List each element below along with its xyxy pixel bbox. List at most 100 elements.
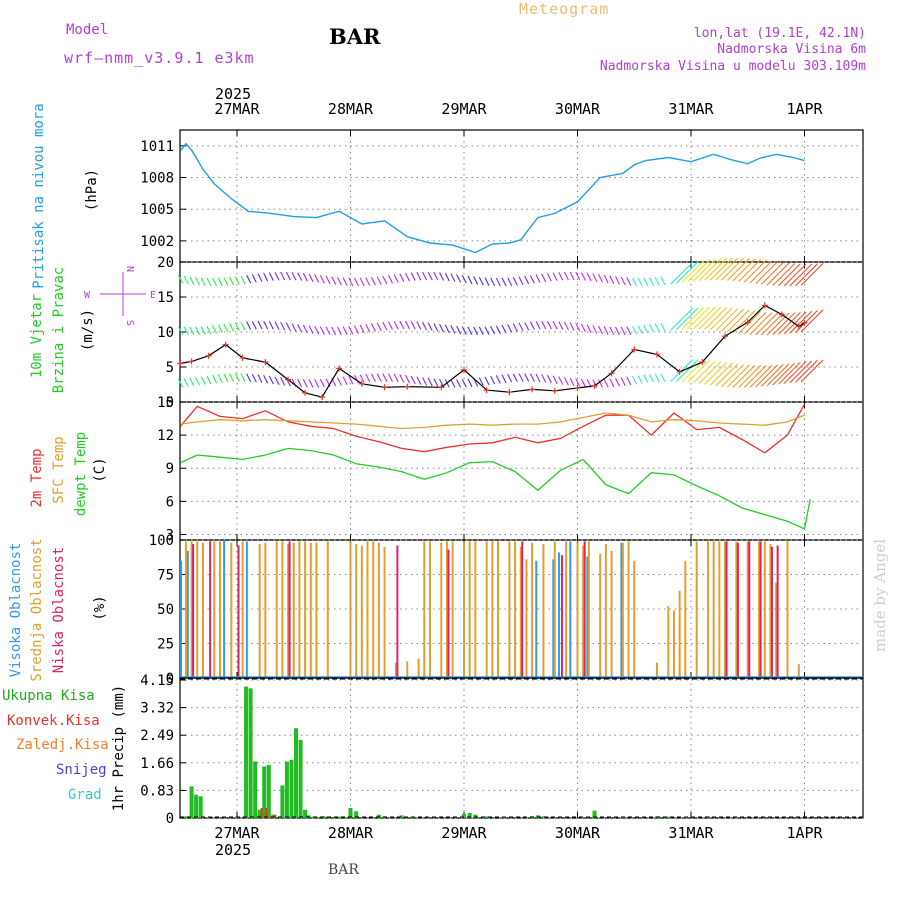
wind-arrow [268, 375, 274, 385]
wind-arrow [280, 321, 286, 331]
y-tick-label: 25 [157, 637, 174, 653]
wind-arrow [484, 376, 490, 386]
wind-arrow [348, 325, 354, 335]
wind-arrow [698, 306, 722, 330]
wind-arrow [234, 373, 240, 382]
compass-w: W [84, 290, 91, 301]
wind-arrow [789, 310, 813, 334]
wind-arrow [422, 321, 428, 331]
wind-arrow [410, 272, 416, 281]
wind-arrow [410, 375, 416, 385]
wind-arrow [285, 322, 291, 331]
wind-arrow [388, 274, 393, 284]
wind-arrow [325, 326, 331, 336]
wind-arrow [302, 272, 308, 282]
precip-total-bar [354, 811, 359, 818]
y-tick-label: 9 [166, 461, 174, 477]
wind-gust-marker [188, 358, 195, 365]
wind-arrow [709, 362, 733, 386]
wind-arrow [620, 276, 626, 286]
wind-arrow [302, 379, 308, 388]
wind-arrow [675, 359, 699, 383]
watermark: made by Angel [871, 539, 889, 652]
wind-gust-marker [205, 352, 212, 359]
wind-arrow [749, 364, 773, 388]
wind-arrow [535, 274, 541, 283]
pressure-panel: 1002 1005 1008 1011 [140, 129, 864, 263]
temp-title-sfc: SFC Temp [51, 436, 67, 503]
wind-arrow [649, 277, 655, 286]
wind-arrow [268, 320, 274, 330]
wind-arrow [512, 277, 518, 286]
meteogram-title: Meteogram [519, 0, 609, 18]
wind-arrow [308, 325, 314, 334]
precip-panel: 0 0.83 1.66 2.49 3.32 4.15 [140, 673, 864, 827]
wind-arrow [240, 373, 246, 382]
wind-arrow [246, 373, 252, 382]
y-tick-label: 0.83 [140, 783, 174, 799]
pressure-ylabel: (hPa) [84, 169, 100, 211]
wind-arrow [632, 326, 638, 335]
precip-total-bar [376, 814, 381, 818]
wind-arrow [478, 276, 484, 286]
wind-arrow [478, 377, 484, 386]
elev-label: Nadmorska Visina 6m [717, 42, 866, 57]
wind-gust-marker [722, 333, 729, 340]
wind-gust-marker [761, 302, 768, 309]
wind-arrow [698, 361, 722, 385]
wind-arrow [388, 321, 393, 330]
bottom-date-label: 29MAR [441, 824, 487, 842]
wind-arrow [709, 307, 733, 331]
wind-arrow [660, 373, 666, 382]
wind-arrow [501, 324, 507, 334]
wind-arrow [563, 271, 569, 281]
wind-arrow [456, 325, 462, 335]
cloud-title-mid: Srednja Oblacnost [29, 538, 45, 681]
wind-arrow [274, 376, 280, 385]
temp-sfc-line [180, 412, 805, 430]
precip-total-bar [198, 796, 203, 818]
precip-conv-bar [260, 808, 263, 818]
wind-arrow [342, 376, 348, 385]
wind-arrow [461, 274, 467, 284]
wind-arrow [755, 364, 779, 388]
wind-arrow [615, 326, 620, 336]
wind-gust-marker [285, 376, 292, 383]
cloud-title-low: Niska Oblacnost [51, 547, 67, 673]
top-year-label: 2025 [215, 85, 251, 103]
wind-arrow [660, 322, 666, 332]
wind-arrow [738, 259, 762, 282]
wind-arrow [376, 322, 382, 332]
precip-legend-snow: Snijeg [56, 762, 107, 778]
wind-arrow [257, 374, 263, 383]
wind-arrow [291, 323, 297, 332]
wind-arrow [410, 320, 416, 330]
wind-arrow [670, 307, 693, 331]
y-tick-label: 15 [157, 290, 174, 306]
y-tick-label: 2.49 [140, 728, 174, 744]
wind-title: 10m Vjetar [29, 294, 45, 378]
wind-arrow [795, 263, 818, 287]
wind-arrow [336, 326, 342, 336]
wind-arrow [206, 375, 212, 385]
wind-gust-marker [591, 382, 598, 389]
wind-arrow [433, 271, 439, 281]
wind-arrow [609, 326, 615, 336]
wind-arrow [698, 258, 722, 282]
wind-gust-marker [483, 387, 490, 394]
wind-arrow [229, 323, 235, 332]
bottom-year-label: 2025 [215, 841, 251, 859]
wind-arrow [217, 277, 223, 287]
wind-arrow [251, 274, 257, 283]
temp-ylabel: (C) [92, 457, 108, 482]
wind-arrow [575, 323, 581, 332]
wind-gust-marker [381, 384, 388, 391]
wind-arrow [382, 321, 388, 331]
top-date-label: 29MAR [441, 100, 487, 118]
wind-gust-marker [574, 385, 581, 391]
wind-arrow [660, 276, 666, 286]
wind-arrow [212, 325, 218, 334]
wind-arrow [558, 272, 564, 281]
wind-arrow [738, 365, 762, 388]
wind-arrow [280, 271, 286, 281]
